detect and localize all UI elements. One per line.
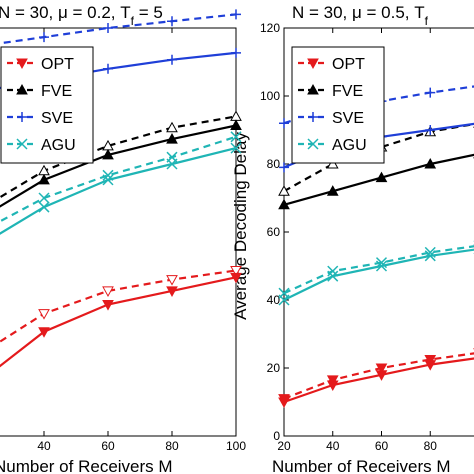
right-legend-box [291, 46, 385, 164]
right-x-axis-label: Number of Receivers M [272, 457, 451, 474]
right-data-point-series5-solid [278, 198, 290, 210]
left-data-point-opt-dashed [38, 309, 50, 320]
right-y-axis-label: Average Decoding Delay [231, 132, 250, 320]
left-series-line-opt-dashed [0, 269, 237, 343]
left-series-line-series4-solid [0, 276, 237, 368]
left-data-point-sve-dashed [39, 32, 49, 43]
right-x-tick-label: 80 [424, 439, 438, 453]
right-data-point-series6-solid [279, 162, 289, 173]
right-data-point-opt-dashed [424, 355, 437, 366]
left-x-tick-label: 40 [37, 439, 51, 453]
left-data-point-series6-solid [167, 54, 177, 65]
right-y-tick-label: 60 [267, 225, 281, 239]
right-y-tick-label: 120 [260, 21, 280, 35]
right-data-point-series6-solid [425, 125, 436, 135]
left-data-point-fve-dashed [166, 121, 178, 133]
right-data-point-series7-solid [424, 250, 436, 262]
left-legend-marker-fve [16, 83, 28, 95]
right-data-point-series7-solid [375, 260, 388, 272]
left-data-point-sve-dashed [103, 23, 113, 33]
left-legend: OPT FVE SVE AGU [0, 46, 94, 164]
left-data-point-opt-dashed [230, 266, 242, 277]
right-data-point-series4-solid [278, 397, 290, 409]
right-series-line-fve-dashed [283, 122, 474, 193]
right-legend-marker-fve [307, 83, 319, 95]
right-y-tick-label: 0 [273, 429, 280, 443]
left-legend-marker-opt [16, 58, 28, 70]
right-data-point-series5-solid [326, 185, 339, 196]
left-data-point-series4-solid [38, 327, 50, 338]
left-legend-marker-sve [17, 112, 27, 122]
left-data-point-series4-solid [102, 300, 114, 311]
left-data-point-series7-solid [38, 201, 50, 213]
left-series-line-agu-dashed [0, 135, 237, 223]
left-legend-marker-agu [16, 138, 28, 150]
right-data-point-opt-dashed [326, 375, 339, 386]
left-data-point-series6-solid [231, 47, 241, 58]
right-data-point-series4-solid [375, 370, 388, 381]
right-data-point-series4-solid [424, 360, 437, 371]
left-data-point-series5-solid [230, 119, 242, 130]
right-data-point-sve-dashed [425, 87, 436, 98]
left-data-point-series6-solid [103, 63, 113, 74]
right-legend-marker-sve [308, 112, 318, 122]
right-y-tick-label: 100 [260, 89, 280, 103]
left-plot-area: 40 60 80 100 [0, 9, 246, 453]
left-data-point-fve-dashed [230, 110, 242, 121]
right-data-point-series4-solid [326, 380, 339, 392]
left-data-point-series4-solid [166, 286, 178, 297]
left-data-point-agu-dashed [38, 192, 50, 204]
left-data-point-opt-dashed [102, 286, 114, 297]
right-legend-label-sve: SVE [332, 110, 364, 127]
left-x-tick-label: 100 [226, 439, 246, 453]
right-series-line-series7-solid [283, 248, 474, 301]
right-legend-label-fve: FVE [332, 83, 363, 100]
left-x-tick-label: 60 [101, 439, 115, 453]
left-data-point-opt-dashed [166, 275, 178, 286]
right-data-point-series5-solid [424, 157, 437, 169]
left-chart-title: N = 30, μ = 0.2, Tf = 5 [0, 3, 163, 28]
left-data-point-series5-solid [38, 173, 50, 185]
left-data-point-sve-dashed [231, 9, 241, 20]
left-series-line-fve-dashed [0, 115, 237, 199]
right-x-tick-label: 20 [277, 439, 291, 453]
right-data-point-series5-solid [375, 171, 388, 183]
left-legend-label-fve: FVE [41, 83, 72, 100]
left-legend-box [0, 46, 94, 164]
right-y-tick-label: 20 [267, 361, 281, 375]
left-data-point-series7-solid [230, 142, 242, 154]
left-legend-label-agu: AGU [41, 137, 76, 154]
right-series-line-agu-dashed [283, 245, 474, 295]
right-x-tick-label: 60 [375, 439, 389, 453]
left-data-point-series4-solid [230, 272, 242, 284]
left-x-tick-label: 80 [165, 439, 179, 453]
right-legend: OPT FVE SVE AGU [291, 46, 385, 164]
right-data-point-opt-dashed [375, 363, 388, 375]
left-data-point-sve-dashed [167, 16, 177, 27]
left-x-axis-label: Number of Receivers M [0, 457, 173, 474]
right-chart-title: N = 30, μ = 0.5, Tf [292, 3, 429, 28]
left-legend-label-opt: OPT [41, 56, 74, 73]
right-data-point-series7-solid [327, 270, 339, 282]
left-data-point-series5-solid [102, 148, 114, 160]
right-y-tick-label: 40 [267, 293, 281, 307]
right-data-point-series7-solid [278, 294, 290, 306]
right-x-tick-label: 40 [326, 439, 340, 453]
right-data-point-sve-dashed [279, 118, 289, 129]
right-legend-marker-agu [307, 138, 319, 150]
left-data-point-series5-solid [166, 133, 178, 144]
left-legend-label-sve: SVE [41, 110, 73, 127]
left-data-point-series7-solid [102, 174, 114, 186]
left-data-point-agu-dashed [230, 131, 242, 143]
left-data-point-series7-solid [166, 158, 178, 170]
right-legend-label-opt: OPT [332, 56, 365, 73]
right-y-tick-label: 80 [267, 157, 281, 171]
right-legend-label-agu: AGU [332, 137, 367, 154]
right-data-point-fve-dashed [278, 185, 290, 196]
right-legend-marker-opt [307, 58, 319, 70]
